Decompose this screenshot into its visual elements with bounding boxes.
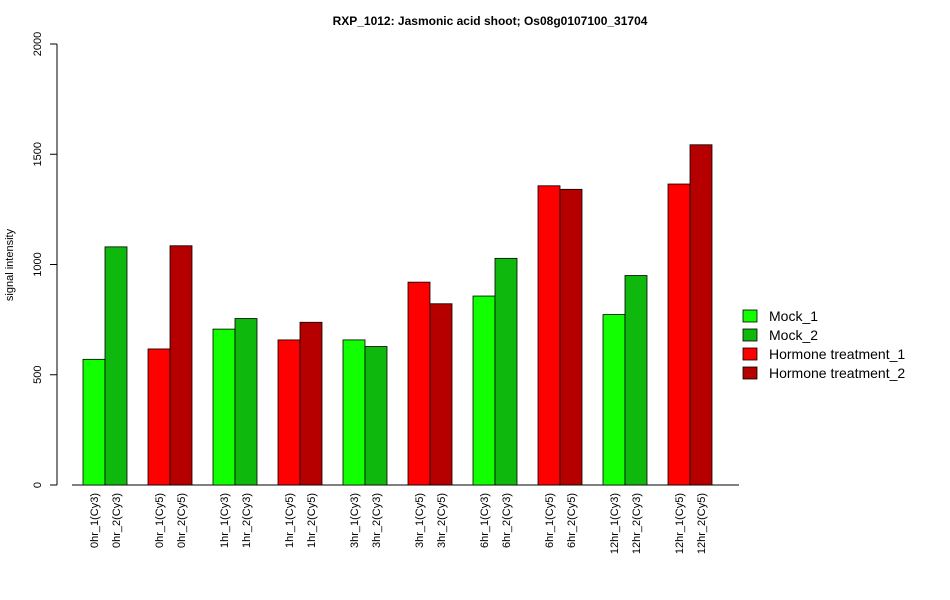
legend-swatch	[742, 347, 758, 361]
legend-label: Hormone treatment_2	[769, 365, 905, 381]
bar	[494, 257, 518, 486]
y-tick-label: 1000	[32, 252, 44, 276]
x-tick-label: 1hr_1(Cy5)	[284, 493, 296, 548]
x-tick-label: 0hr_1(Cy5)	[154, 493, 166, 548]
y-tick-label: 2000	[32, 32, 44, 56]
x-tick-label: 12hr_1(Cy3)	[609, 493, 621, 554]
x-tick-label: 3hr_1(Cy5)	[414, 493, 426, 548]
y-axis: 0 500 1000 1500 2000	[32, 32, 58, 488]
legend-swatch	[742, 309, 758, 323]
x-tick-label: 1hr_2(Cy5)	[306, 493, 318, 548]
bar	[429, 303, 453, 486]
x-tick-label: 12hr_2(Cy3)	[631, 493, 643, 554]
x-tick-label: 6hr_1(Cy3)	[479, 493, 491, 548]
legend-swatch	[742, 328, 758, 342]
x-tick-label: 6hr_1(Cy5)	[544, 493, 556, 548]
legend: Mock_1 Mock_2 Hormone treatment_1 Hormone t…	[742, 308, 905, 381]
bar	[277, 339, 301, 486]
bar	[212, 328, 236, 486]
legend-label: Mock_1	[769, 308, 818, 324]
y-tick-label: 0	[32, 482, 44, 488]
bar	[82, 358, 106, 486]
x-tick-label: 1hr_2(Cy3)	[241, 493, 253, 548]
bar	[364, 346, 388, 486]
bars-group	[82, 144, 713, 486]
x-tick-label: 6hr_2(Cy5)	[566, 493, 578, 548]
bar	[624, 275, 648, 486]
x-tick-label: 12hr_2(Cy5)	[696, 493, 708, 554]
bar	[147, 348, 171, 486]
legend-label: Mock_2	[769, 327, 818, 343]
x-tick-label: 3hr_2(Cy5)	[436, 493, 448, 548]
x-tick-label: 0hr_2(Cy5)	[176, 493, 188, 548]
x-tick-label: 3hr_1(Cy3)	[349, 493, 361, 548]
y-tick-label: 1500	[32, 142, 44, 166]
x-tick-label: 0hr_1(Cy3)	[89, 493, 101, 548]
bar	[342, 339, 366, 486]
x-tick-label: 12hr_1(Cy5)	[674, 493, 686, 554]
bar	[472, 295, 496, 486]
y-axis-label: signal intensity	[4, 228, 16, 301]
legend-label: Hormone treatment_1	[769, 346, 905, 362]
x-tick-labels: 0hr_1(Cy3) 0hr_2(Cy3) 0hr_1(Cy5) 0hr_2(Cy5)…	[89, 493, 708, 554]
bar	[234, 318, 258, 486]
x-tick-label: 3hr_2(Cy3)	[371, 493, 383, 548]
y-tick-label: 500	[32, 366, 44, 384]
x-tick-label: 1hr_1(Cy3)	[219, 493, 231, 548]
bar	[667, 183, 691, 486]
bar	[689, 144, 713, 486]
bar	[407, 281, 431, 486]
legend-swatch	[742, 366, 758, 380]
x-tick-label: 6hr_2(Cy3)	[501, 493, 513, 548]
bar	[299, 321, 323, 486]
bar	[169, 245, 193, 486]
bar	[559, 188, 583, 486]
bar	[104, 246, 128, 486]
x-tick-label: 0hr_2(Cy3)	[111, 493, 123, 548]
bar	[602, 314, 626, 486]
bar	[537, 185, 561, 486]
chart-title: RXP_1012: Jasmonic acid shoot; Os08g0107…	[333, 14, 648, 28]
